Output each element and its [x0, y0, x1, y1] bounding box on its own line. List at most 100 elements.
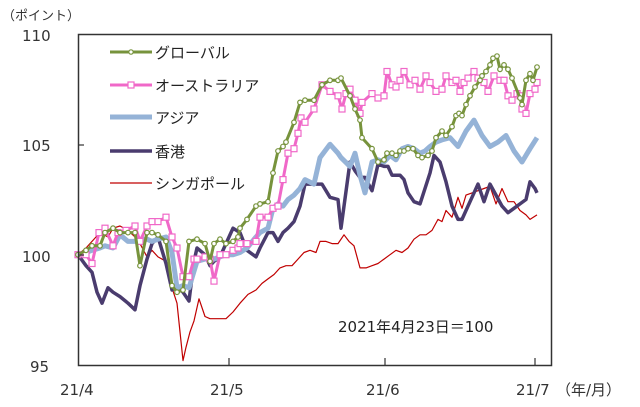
square-marker-icon — [162, 213, 170, 221]
square-marker-icon — [422, 72, 430, 80]
circle-marker-icon — [472, 84, 478, 90]
square-marker-icon — [392, 83, 400, 91]
y-axis-unit-label: （ポイント） — [2, 9, 80, 24]
square-marker-icon — [490, 72, 498, 80]
circle-marker-icon — [352, 106, 358, 112]
circle-marker-icon — [237, 225, 243, 232]
circle-marker-icon — [137, 262, 143, 269]
circle-marker-icon — [117, 229, 123, 236]
circle-marker-icon — [207, 258, 213, 265]
square-marker-icon — [185, 273, 193, 281]
square-marker-icon — [143, 222, 151, 230]
square-marker-icon — [148, 218, 156, 226]
circle-marker-icon — [202, 240, 208, 247]
square-marker-icon — [500, 76, 508, 84]
square-marker-icon — [326, 87, 334, 96]
square-marker-icon — [338, 105, 346, 113]
square-marker-icon — [522, 109, 530, 118]
legend-label-global: グローバル — [155, 44, 230, 62]
circle-marker-icon — [527, 70, 533, 77]
square-marker-icon — [290, 145, 298, 153]
legend-label-australia: オーストラリア — [155, 77, 259, 95]
square-marker-icon — [127, 81, 135, 89]
circle-marker-icon — [102, 229, 108, 236]
circle-marker-icon — [217, 236, 223, 243]
square-marker-icon — [452, 76, 460, 84]
circle-marker-icon — [235, 234, 241, 240]
circle-marker-icon — [494, 53, 500, 59]
circle-marker-icon — [275, 148, 281, 154]
square-marker-icon — [416, 85, 424, 93]
circle-marker-icon — [429, 148, 435, 154]
circle-marker-icon — [297, 99, 303, 106]
circle-marker-icon — [487, 62, 493, 68]
circle-marker-icon — [280, 143, 286, 150]
square-marker-icon — [193, 255, 201, 263]
legend-item-singapore: シンガポール — [110, 175, 245, 193]
circle-marker-icon — [186, 238, 192, 245]
circle-marker-icon — [419, 154, 425, 161]
square-marker-icon — [470, 67, 478, 76]
square-marker-icon — [504, 92, 512, 100]
square-marker-icon — [109, 242, 117, 250]
x-tick-label-21-5: 21/5 — [210, 381, 244, 399]
legend-label-hongkong: 香港 — [155, 143, 185, 161]
circle-marker-icon — [467, 92, 473, 99]
circle-marker-icon — [443, 132, 449, 139]
square-marker-icon — [358, 98, 366, 107]
legend-label-asia: アジア — [155, 109, 199, 127]
square-marker-icon — [88, 259, 96, 268]
circle-marker-icon — [534, 64, 540, 70]
square-marker-icon — [380, 92, 388, 100]
circle-marker-icon — [311, 97, 317, 104]
square-marker-icon — [484, 87, 492, 96]
y-tick-label-110: 110 — [22, 27, 51, 45]
square-marker-icon — [243, 240, 251, 248]
circle-marker-icon — [384, 150, 390, 157]
circle-marker-icon — [132, 229, 138, 236]
series-layer — [74, 53, 541, 362]
circle-marker-icon — [433, 134, 439, 141]
circle-marker-icon — [97, 242, 103, 249]
square-marker-icon — [131, 222, 139, 230]
x-tick-label-21-6: 21/6 — [366, 381, 400, 399]
circle-marker-icon — [163, 238, 169, 245]
square-marker-icon — [456, 87, 464, 96]
square-marker-icon — [368, 89, 376, 98]
square-marker-icon — [294, 129, 302, 137]
circle-marker-icon — [144, 229, 150, 236]
square-marker-icon — [173, 244, 181, 252]
square-marker-icon — [334, 92, 342, 100]
circle-marker-icon — [230, 238, 236, 245]
square-marker-icon — [297, 114, 305, 122]
x-axis-unit-label: （年/月） — [556, 381, 621, 399]
circle-marker-icon — [523, 77, 529, 84]
y-tick-label-95: 95 — [30, 358, 49, 376]
circle-marker-icon — [270, 170, 276, 176]
circle-marker-icon — [257, 200, 263, 207]
plot-frame — [77, 33, 553, 367]
base-date-note: 2021年4月23日＝100 — [338, 318, 493, 336]
circle-marker-icon — [501, 62, 507, 68]
circle-marker-icon — [479, 72, 485, 79]
square-marker-icon — [210, 277, 218, 285]
circle-marker-icon — [393, 152, 399, 159]
square-marker-icon — [526, 89, 534, 98]
circle-marker-icon — [405, 145, 411, 152]
x-tick-label-21-7: 21/7 — [516, 381, 550, 399]
square-marker-icon — [406, 81, 414, 89]
legend-item-asia: アジア — [110, 109, 199, 127]
square-marker-icon — [252, 237, 260, 245]
square-marker-icon — [279, 176, 287, 184]
circle-marker-icon — [463, 101, 469, 108]
square-marker-icon — [438, 85, 446, 93]
series-line-2 — [77, 117, 540, 291]
circle-marker-icon — [425, 152, 431, 159]
x-tick-label-21-4: 21/4 — [60, 381, 94, 399]
square-marker-icon — [396, 76, 404, 84]
circle-marker-icon — [439, 128, 445, 135]
square-marker-icon — [216, 251, 224, 259]
square-marker-icon — [284, 149, 292, 157]
square-marker-icon — [411, 76, 419, 84]
